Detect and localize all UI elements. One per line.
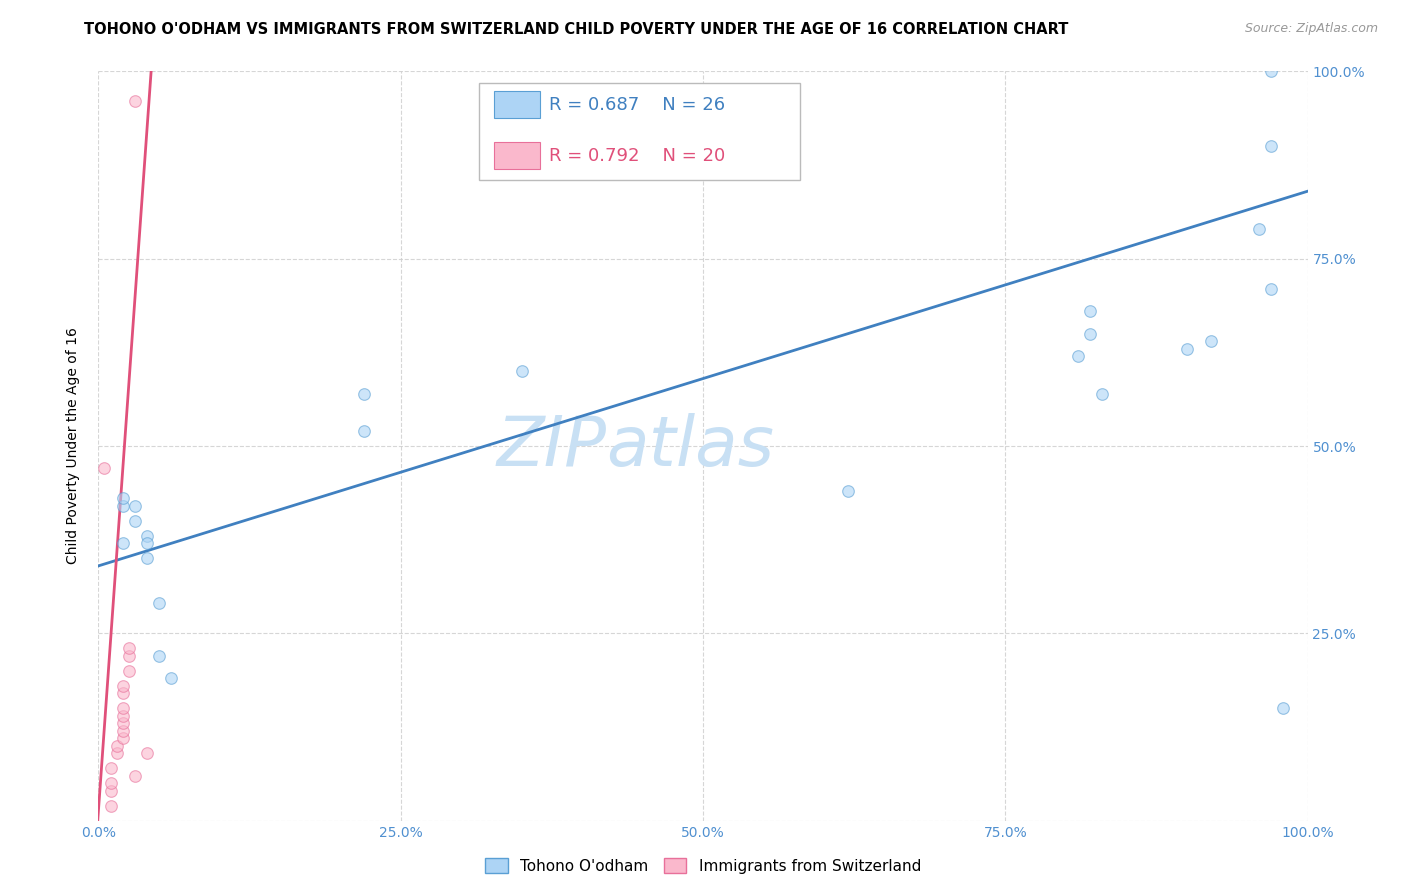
Text: R = 0.792    N = 20: R = 0.792 N = 20 [550,146,725,165]
Point [111,701,134,715]
Bar [494,91,540,118]
Point [111,499,134,513]
Point [1078,304,1101,318]
Point [111,536,134,550]
Bar [494,142,540,169]
Point [160,671,183,685]
Point [1249,221,1271,235]
Point [118,664,141,678]
Text: Source: ZipAtlas.com: Source: ZipAtlas.com [1244,22,1378,36]
Point [100,761,122,775]
Text: R = 0.687    N = 26: R = 0.687 N = 26 [550,95,725,113]
Point [124,514,146,528]
Point [510,364,533,378]
Point [1175,342,1198,356]
Point [118,641,141,656]
Point [1067,349,1090,363]
Y-axis label: Child Poverty Under the Age of 16: Child Poverty Under the Age of 16 [66,327,80,565]
Point [135,536,157,550]
Point [1199,334,1222,348]
Point [124,95,146,109]
Point [124,769,146,783]
Point [135,551,157,566]
Point [148,648,170,663]
Point [118,648,141,663]
Point [100,783,122,797]
Point [1272,701,1295,715]
Point [124,499,146,513]
Point [105,746,128,760]
Point [135,746,157,760]
Legend: Tohono O'odham, Immigrants from Switzerland: Tohono O'odham, Immigrants from Switzerl… [479,852,927,880]
Point [100,798,122,813]
Point [100,776,122,790]
Point [105,739,128,753]
Point [93,461,115,475]
Point [111,708,134,723]
Point [1260,282,1282,296]
Text: TOHONO O'ODHAM VS IMMIGRANTS FROM SWITZERLAND CHILD POVERTY UNDER THE AGE OF 16 : TOHONO O'ODHAM VS IMMIGRANTS FROM SWITZE… [84,22,1069,37]
Point [111,491,134,506]
Point [148,596,170,610]
Bar [479,83,800,180]
Text: ZIP: ZIP [496,412,606,480]
Point [1091,386,1114,401]
Point [111,723,134,738]
Point [1260,64,1282,78]
Text: atlas: atlas [606,412,775,480]
Point [135,529,157,543]
Point [1260,139,1282,153]
Point [353,386,375,401]
Point [837,483,859,498]
Point [111,731,134,746]
Point [353,424,375,438]
Point [111,716,134,731]
Point [111,686,134,700]
Point [1078,326,1101,341]
Point [111,679,134,693]
